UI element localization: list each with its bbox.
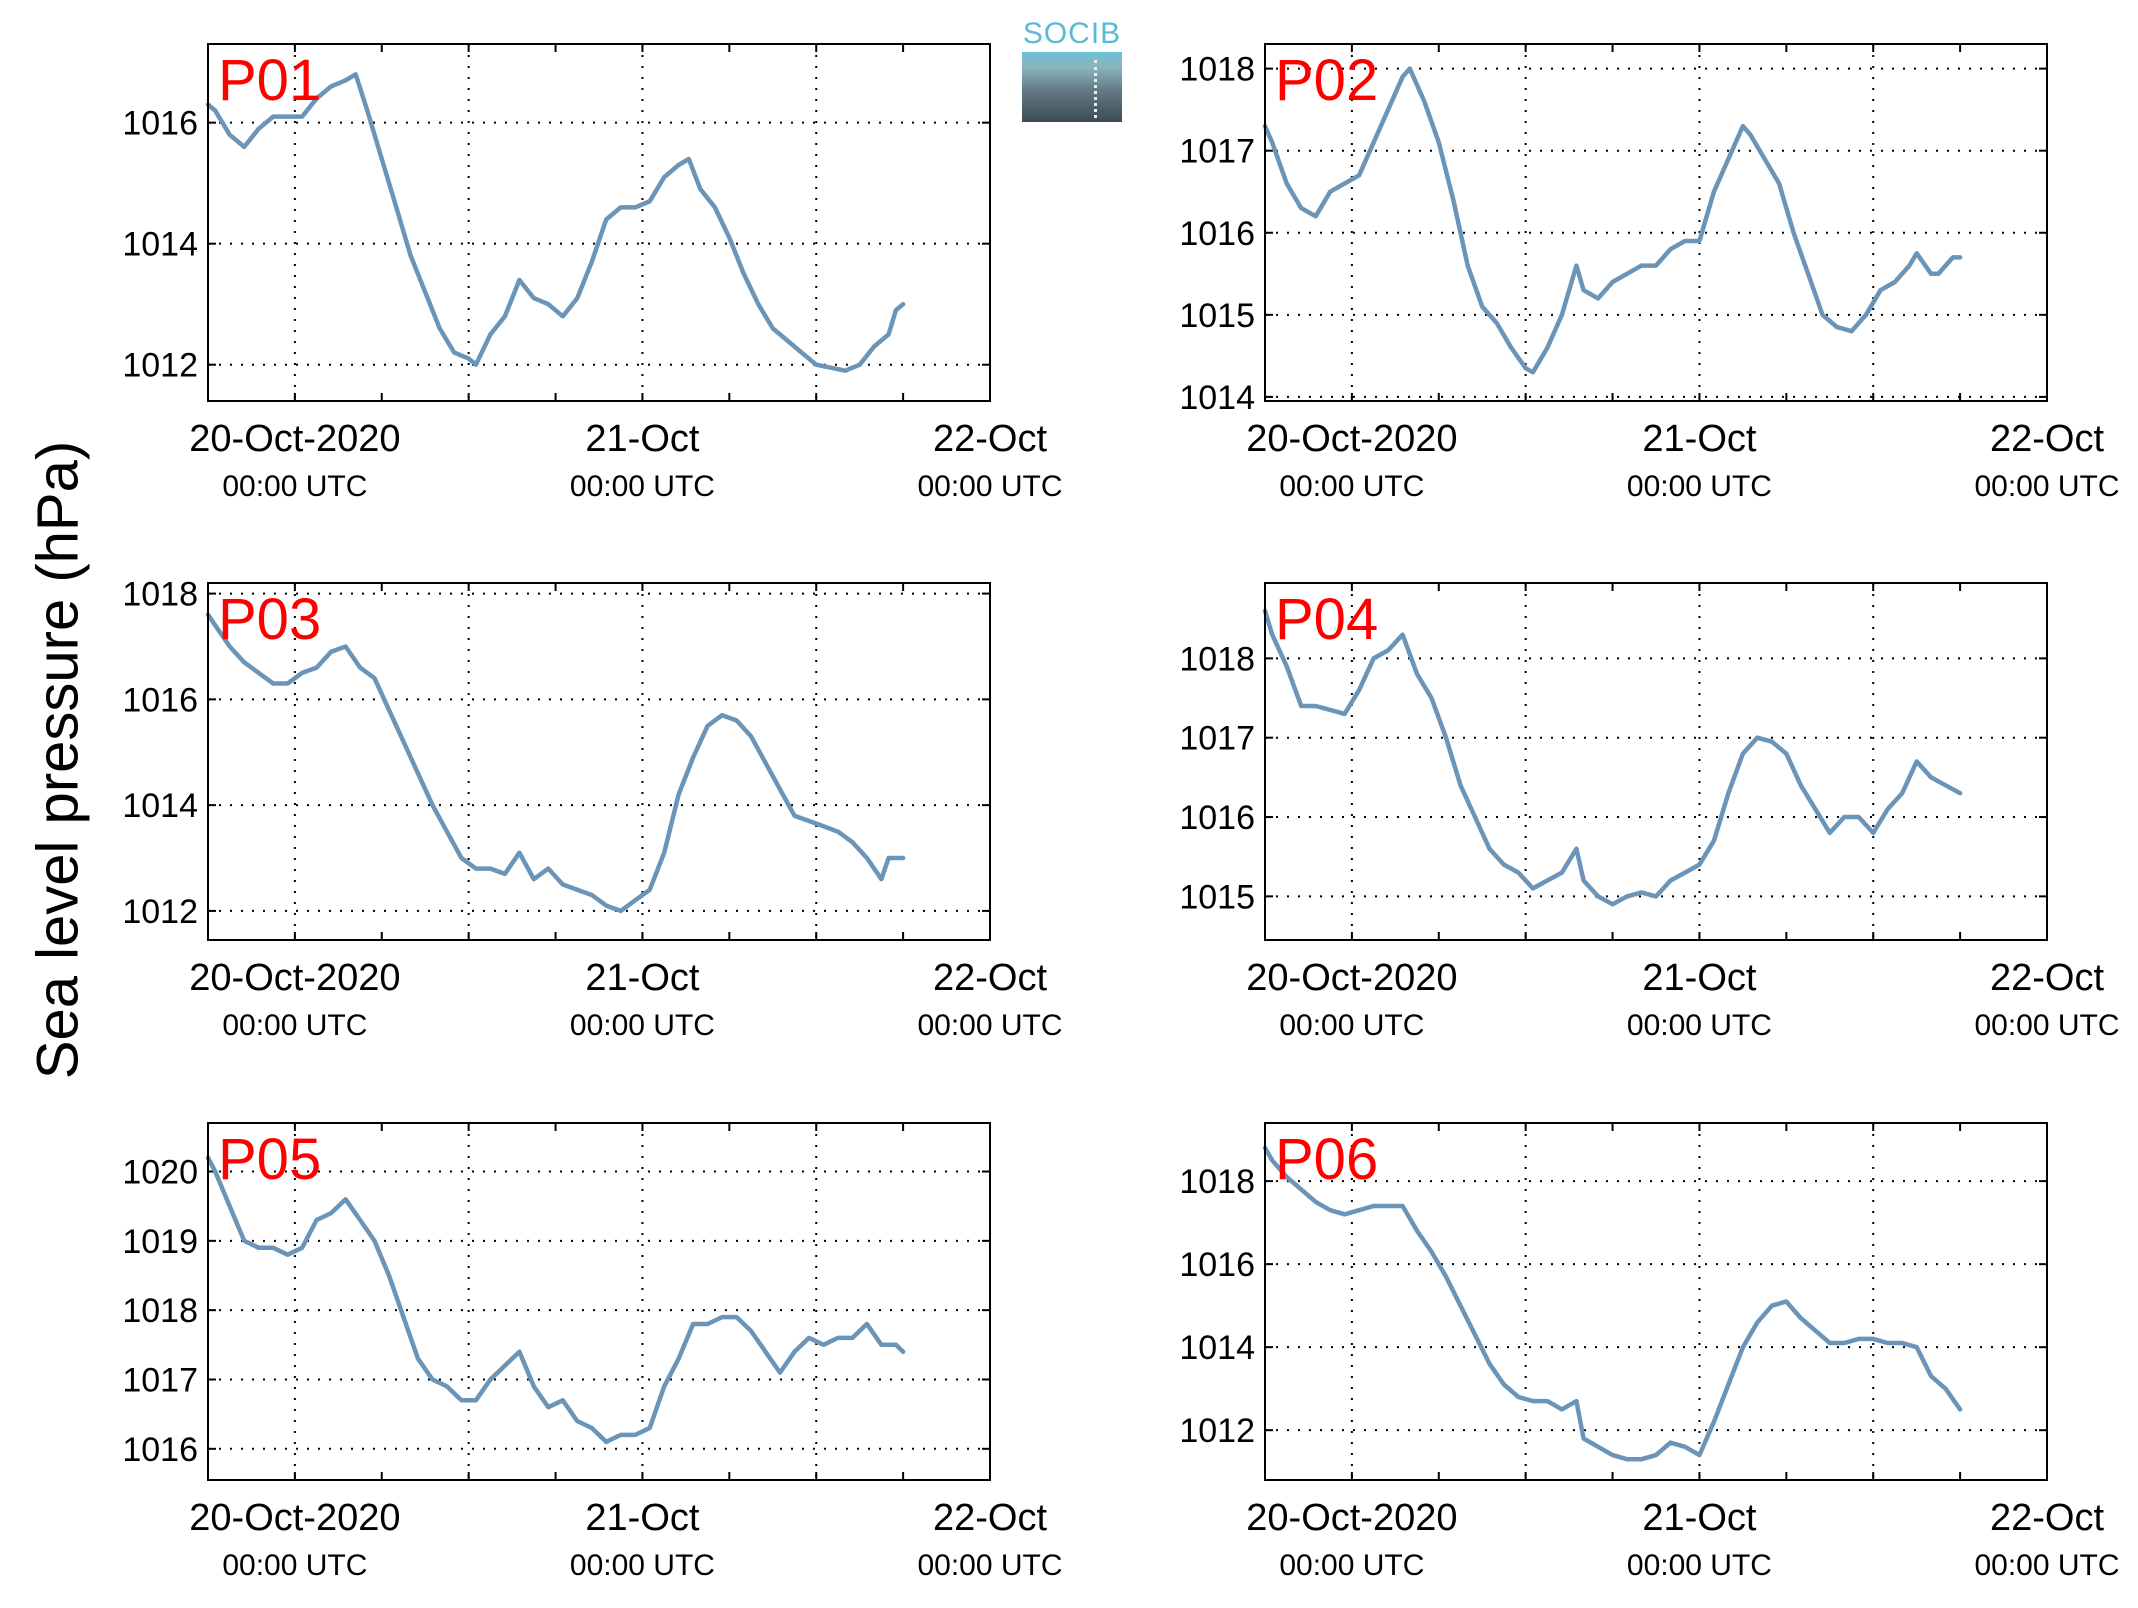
panel-label: P06 — [1275, 1127, 1378, 1192]
panel-label: P03 — [218, 587, 321, 652]
x-tick-label: 20-Oct-2020 — [189, 957, 400, 999]
x-tick-label: 21-Oct — [585, 1497, 699, 1539]
y-tick-label: 1018 — [1179, 640, 1255, 678]
x-tick-sublabel: 00:00 UTC — [917, 470, 1062, 503]
panel-label: P05 — [218, 1127, 321, 1192]
x-tick-sublabel: 00:00 UTC — [222, 1009, 367, 1042]
x-tick-sublabel: 00:00 UTC — [570, 1009, 715, 1042]
panel-p04: 1015 1016 1017 1018 20-Oct-2020 00:00 UTC 21-O… — [1179, 582, 2120, 1042]
logo-graphic — [1022, 52, 1122, 122]
y-tick-label: 1012 — [1179, 1412, 1255, 1450]
logo-text: SOCIB — [1022, 17, 1122, 50]
socib-logo: SOCIB — [1022, 18, 1122, 122]
axes-frame — [207, 1122, 991, 1481]
panel-p02: 1014 1015 1016 1017 1018 20-Oct-2020 00:00 UTC… — [1179, 43, 2120, 503]
x-tick-label: 21-Oct — [1642, 1497, 1756, 1539]
x-tick-sublabel: 00:00 UTC — [1279, 470, 1424, 503]
x-tick-sublabel: 00:00 UTC — [222, 470, 367, 503]
panel-p05: 1016 1017 1018 1019 1020 20-Oct-2020 00:00 UTC… — [122, 1122, 1063, 1582]
x-tick-label: 20-Oct-2020 — [1246, 418, 1457, 460]
y-tick-label: 1016 — [1179, 215, 1255, 253]
y-tick-label: 1017 — [1179, 133, 1255, 171]
x-tick-label: 20-Oct-2020 — [1246, 957, 1457, 999]
x-tick-sublabel: 00:00 UTC — [1974, 1009, 2119, 1042]
x-tick-sublabel: 00:00 UTC — [1627, 1549, 1772, 1582]
y-tick-label: 1016 — [122, 1431, 198, 1469]
x-tick-label: 22-Oct — [933, 1497, 1047, 1539]
axes-frame — [1264, 582, 2048, 941]
x-tick-sublabel: 00:00 UTC — [570, 470, 715, 503]
x-tick-sublabel: 00:00 UTC — [222, 1549, 367, 1582]
y-tick-label: 1014 — [1179, 1329, 1255, 1367]
panel-p03: 1012 1014 1016 1018 20-Oct-2020 00:00 UTC 21-O… — [122, 576, 1062, 1042]
panel-p06: 1012 1014 1016 1018 20-Oct-2020 00:00 UTC 21-O… — [1179, 1122, 2120, 1582]
series-line-p03 — [205, 612, 906, 914]
axes-frame — [1264, 1122, 2048, 1481]
series-line-p02 — [1262, 66, 1963, 375]
series-line-p04 — [1262, 608, 1963, 907]
y-axis-label: Sea level pressure (hPa) — [25, 440, 91, 1080]
x-tick-sublabel: 00:00 UTC — [1279, 1549, 1424, 1582]
y-tick-label: 1014 — [122, 787, 198, 825]
x-tick-sublabel: 00:00 UTC — [917, 1549, 1062, 1582]
y-tick-label: 1018 — [1179, 1163, 1255, 1201]
y-tick-label: 1020 — [122, 1154, 198, 1192]
panel-label: P04 — [1275, 587, 1378, 652]
x-tick-label: 21-Oct — [1642, 418, 1756, 460]
axes-frame — [207, 43, 991, 402]
y-tick-label: 1017 — [1179, 720, 1255, 758]
panel-label: P02 — [1275, 48, 1378, 113]
y-tick-label: 1019 — [122, 1223, 198, 1261]
y-tick-label: 1018 — [1179, 51, 1255, 89]
x-tick-sublabel: 00:00 UTC — [1974, 1549, 2119, 1582]
x-tick-sublabel: 00:00 UTC — [1974, 470, 2119, 503]
y-tick-label: 1017 — [122, 1361, 198, 1399]
x-tick-sublabel: 00:00 UTC — [1627, 1009, 1772, 1042]
y-tick-label: 1018 — [122, 576, 198, 614]
y-tick-label: 1016 — [122, 105, 198, 143]
x-tick-label: 22-Oct — [1990, 1497, 2104, 1539]
y-tick-label: 1015 — [1179, 297, 1255, 335]
x-tick-label: 20-Oct-2020 — [189, 1497, 400, 1539]
y-tick-label: 1016 — [1179, 799, 1255, 837]
y-tick-label: 1015 — [1179, 878, 1255, 916]
x-tick-label: 20-Oct-2020 — [189, 418, 400, 460]
panel-label: P01 — [218, 48, 321, 113]
series-line-p06 — [1262, 1145, 1963, 1462]
y-tick-label: 1016 — [1179, 1246, 1255, 1284]
x-tick-label: 21-Oct — [585, 418, 699, 460]
panel-p01: 1012 1014 1016 20-Oct-2020 00:00 UTC 21-Oct 00… — [122, 43, 1063, 503]
series-line-p05 — [205, 1155, 906, 1445]
x-tick-sublabel: 00:00 UTC — [1279, 1009, 1424, 1042]
y-tick-label: 1012 — [122, 893, 198, 931]
x-tick-label: 22-Oct — [933, 957, 1047, 999]
logo-dash — [1094, 60, 1097, 118]
x-tick-sublabel: 00:00 UTC — [917, 1009, 1062, 1042]
series-line-p01 — [205, 72, 906, 373]
y-tick-label: 1016 — [122, 681, 198, 719]
x-tick-sublabel: 00:00 UTC — [570, 1549, 715, 1582]
x-tick-label: 21-Oct — [585, 957, 699, 999]
axes-frame — [207, 582, 991, 941]
x-tick-label: 22-Oct — [1990, 418, 2104, 460]
x-tick-sublabel: 00:00 UTC — [1627, 470, 1772, 503]
x-tick-label: 22-Oct — [1990, 957, 2104, 999]
x-tick-label: 22-Oct — [933, 418, 1047, 460]
y-tick-label: 1014 — [1179, 379, 1255, 417]
x-tick-label: 20-Oct-2020 — [1246, 1497, 1457, 1539]
y-tick-label: 1018 — [122, 1292, 198, 1330]
x-tick-label: 21-Oct — [1642, 957, 1756, 999]
y-tick-label: 1012 — [122, 347, 198, 385]
axes-frame — [1264, 43, 2048, 402]
y-tick-label: 1014 — [122, 226, 198, 264]
